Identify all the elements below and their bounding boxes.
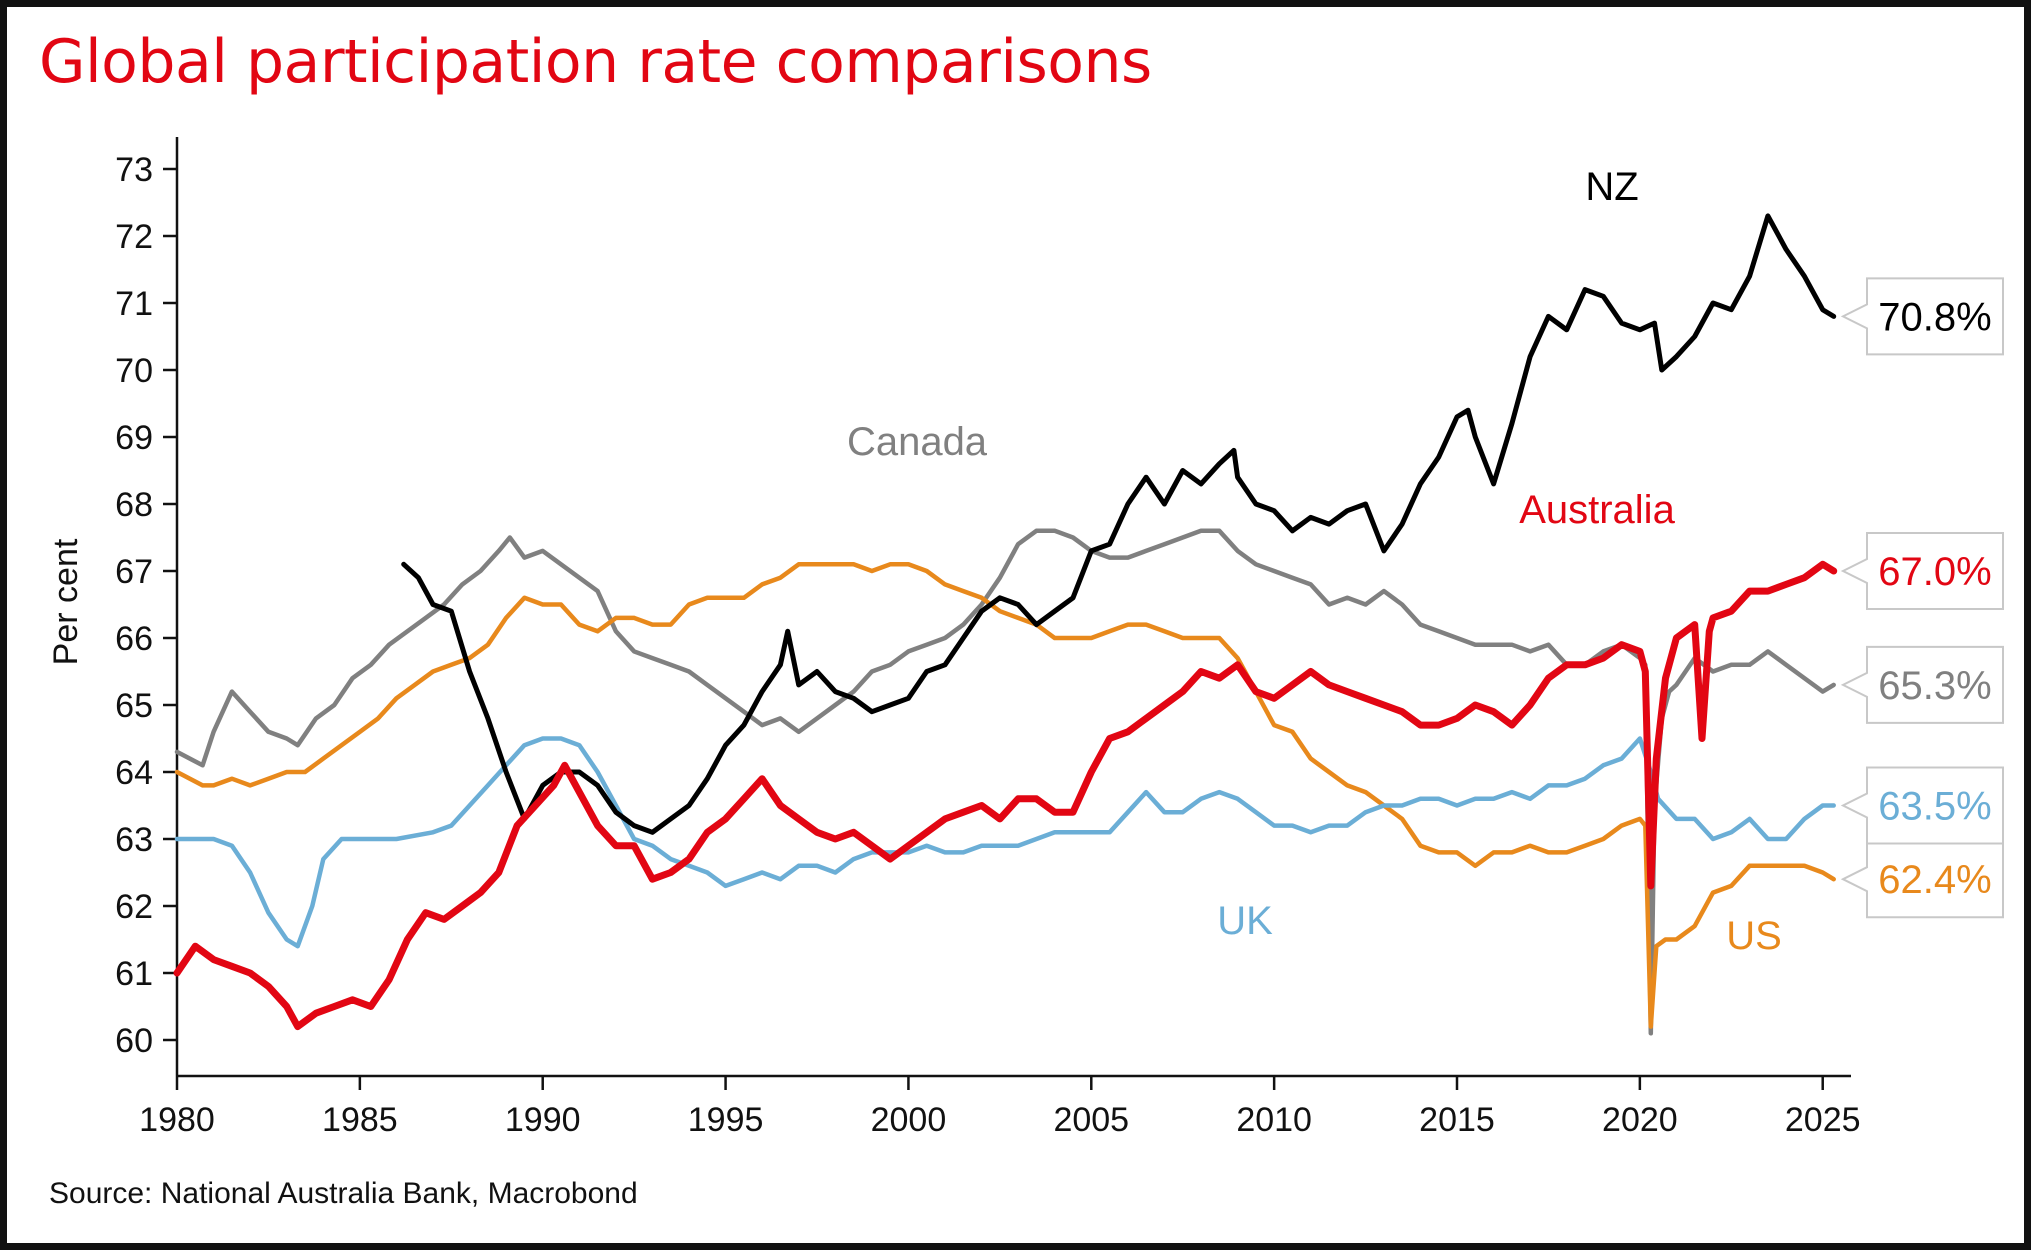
y-tick-label: 68 [115,486,153,524]
y-tick-label: 63 [115,821,153,859]
series-label-nz: NZ [1585,165,1638,209]
x-tick-label: 2015 [1419,1101,1495,1139]
series-labels: NZ Canada Australia UK US [847,165,1782,958]
series-line-us [174,562,1836,1029]
y-tick-label: 73 [115,151,153,189]
x-tick-label: 2000 [871,1101,947,1139]
x-tick-label: 1985 [322,1101,398,1139]
end-label-canada: 65.3% [1840,645,2004,724]
x-tick-label: 2025 [1785,1101,1861,1139]
y-tick-label: 72 [115,218,153,256]
end-value-labels: 65.3% 62.4% 63.5% 70.8% 67.0% [1840,277,2004,919]
chart-title: Global participation rate comparisons [39,27,1152,97]
series-label-uk: UK [1217,899,1273,943]
end-label-australia: 67.0% [1840,532,2004,610]
line-chart: 60 61 62 63 64 65 66 67 68 69 70 71 72 73 1980 1985 1990… [47,137,2004,1139]
series-label-australia: Australia [1519,488,1675,532]
y-tick-label: 70 [115,352,153,390]
y-tick-label: 69 [115,419,153,457]
series-label-us: US [1726,914,1782,958]
end-label-box [1840,840,2004,919]
end-label-us: 62.4% [1840,840,2004,919]
x-tick-label: 2005 [1053,1101,1129,1139]
series-line-australia [173,560,1838,1031]
series-label-canada: Canada [847,420,988,464]
y-tick-label: 66 [115,620,153,658]
y-tick-label: 71 [115,285,153,323]
y-axis-label: Per cent [47,538,85,665]
end-label-box [1840,277,2004,356]
end-label-text: 70.8% [1878,295,1991,339]
y-tick-label: 60 [115,1022,153,1060]
y-tick-label: 61 [115,955,153,993]
source-note: Source: National Australia Bank, Macrobo… [49,1177,638,1210]
end-label-nz: 70.8% [1840,277,2004,356]
x-tick-label: 1980 [139,1101,215,1139]
series-line-canada [174,528,1836,1036]
end-label-text: 67.0% [1878,550,1991,594]
series-line-uk [174,736,1836,949]
end-label-text: 63.5% [1878,785,1991,829]
end-label-box [1840,532,2004,610]
series-lines [173,213,1838,1036]
y-tick-label: 62 [115,888,153,926]
x-tick-label: 2010 [1236,1101,1312,1139]
x-tick-label: 1995 [688,1101,764,1139]
end-label-box [1840,766,2004,845]
end-label-text: 62.4% [1878,858,1991,902]
end-label-uk: 63.5% [1840,766,2004,845]
end-label-text: 65.3% [1878,664,1991,708]
y-tick-label: 67 [115,553,153,591]
y-tick-label: 65 [115,687,153,725]
axes: 60 61 62 63 64 65 66 67 68 69 70 71 72 73 1980 1985 1990… [115,137,1861,1139]
y-tick-label: 64 [115,754,153,792]
series-line-nz [401,213,1837,835]
end-label-box [1840,645,2004,724]
x-tick-label: 2020 [1602,1101,1678,1139]
x-tick-label: 1990 [505,1101,581,1139]
